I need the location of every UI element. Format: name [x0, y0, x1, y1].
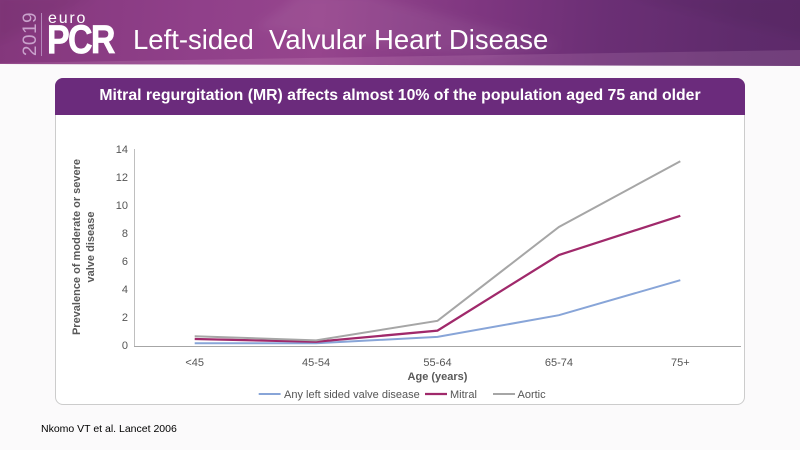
svg-text:<45: <45 — [185, 357, 204, 369]
svg-text:8: 8 — [122, 228, 128, 240]
svg-text:55-64: 55-64 — [423, 357, 451, 369]
svg-text:Prevalence of moderate or seve: Prevalence of moderate or severe — [71, 159, 83, 335]
svg-text:14: 14 — [116, 144, 128, 156]
svg-text:Mitral: Mitral — [450, 389, 477, 401]
svg-text:valve disease: valve disease — [85, 212, 97, 283]
svg-text:2: 2 — [122, 312, 128, 324]
svg-text:Aortic: Aortic — [518, 389, 547, 401]
svg-text:12: 12 — [116, 172, 128, 184]
svg-text:10: 10 — [116, 200, 128, 212]
svg-text:0: 0 — [122, 340, 128, 352]
svg-text:Any left sided valve disease: Any left sided valve disease — [284, 389, 420, 401]
svg-text:45-54: 45-54 — [302, 357, 330, 369]
svg-text:75+: 75+ — [671, 357, 690, 369]
svg-text:6: 6 — [122, 256, 128, 268]
svg-text:65-74: 65-74 — [545, 357, 573, 369]
svg-text:Age (years): Age (years) — [408, 371, 468, 383]
svg-text:4: 4 — [122, 284, 128, 296]
